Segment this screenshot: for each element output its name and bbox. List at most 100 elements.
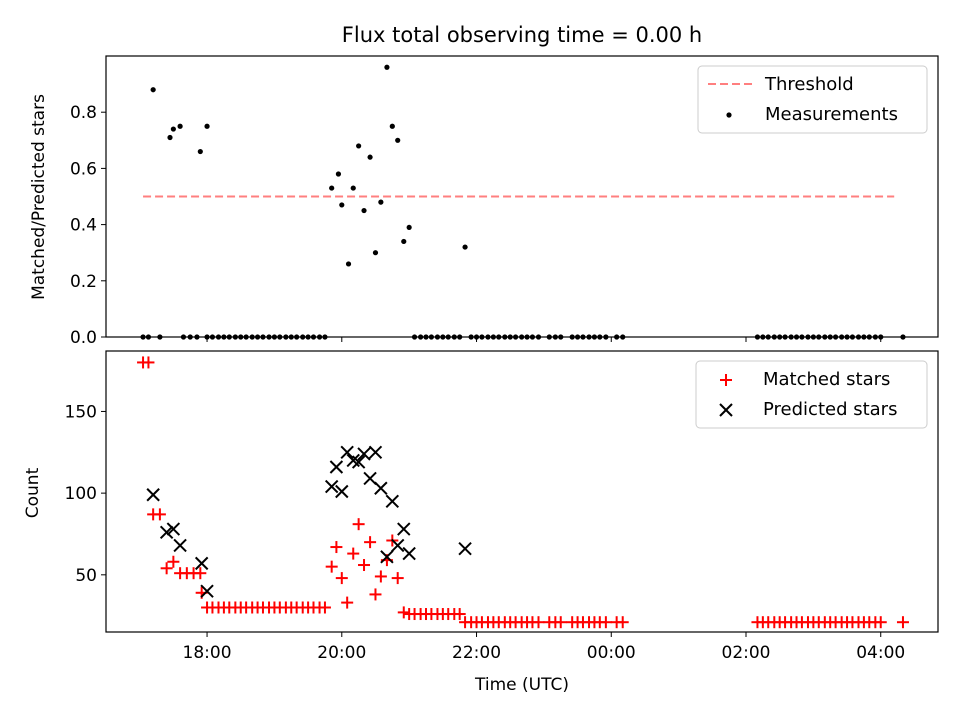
predicted-star-point (340, 445, 354, 459)
measurement-point (372, 250, 379, 256)
top-y-axis-label: Matched/Predicted stars (29, 94, 49, 300)
predicted-star-point (324, 479, 339, 494)
matched-star-point (453, 608, 466, 621)
predicted-star-point (329, 460, 344, 474)
measurement-point (401, 238, 407, 245)
measurement-point (361, 207, 367, 214)
matched-star-point (554, 616, 567, 629)
measurement-point (356, 143, 362, 149)
matched-star-point (896, 616, 909, 629)
matched-star-point (352, 518, 365, 531)
top-ticks-layer: 0.0 0.2 0.4 0.6 0.8 (70, 103, 882, 348)
chart-title: Flux total observing time = 0.00 h (342, 23, 702, 47)
legend-matched-swatch (720, 374, 732, 386)
predicted-star-point (397, 522, 411, 536)
x-tick-label: 22:00 (452, 643, 501, 663)
bottom-y-tick-label: 150 (65, 402, 97, 422)
measurement-point (395, 137, 401, 143)
top-y-tick-label: 0.8 (70, 103, 97, 123)
top-y-tick-label: 0.4 (70, 216, 97, 236)
matched-star-point (160, 562, 173, 575)
measurement-point (339, 202, 345, 208)
x-tick-label: 20:00 (317, 643, 366, 663)
matched-star-point (358, 559, 371, 572)
legend-measurements-label: Measurements (765, 104, 898, 125)
predicted-star-point (380, 550, 394, 564)
matched-star-point (369, 588, 382, 601)
predicted-star-point (159, 525, 174, 540)
predicted-star-point (357, 447, 371, 461)
matched-star-point (153, 508, 166, 521)
top-legend: Threshold Measurements (697, 65, 928, 134)
measurement-point (350, 185, 356, 191)
bottom-y-tick-label: 100 (65, 484, 97, 504)
predicted-star-point (146, 488, 160, 502)
predicted-star-point (458, 541, 472, 556)
measurement-point (170, 126, 176, 132)
predicted-star-point (402, 546, 416, 561)
predicted-star-point (194, 556, 209, 571)
predicted-star-point (385, 494, 400, 509)
matched-star-point (391, 572, 404, 585)
matched-star-point (318, 601, 331, 614)
predicted-star-point (390, 538, 405, 553)
bottom-y-tick-label: 50 (75, 566, 97, 586)
legend-threshold-label: Threshold (764, 74, 854, 95)
predicted-star-point (374, 481, 388, 495)
top-axes-frame (105, 55, 939, 338)
matched-star-point (616, 616, 629, 629)
measurement-point (329, 185, 335, 191)
measurement-point (335, 171, 342, 177)
measurement-point (177, 123, 183, 129)
measurement-point (167, 134, 173, 141)
matched-star-point (397, 606, 410, 619)
measurement-point (378, 199, 384, 205)
measurement-point (345, 261, 352, 267)
count-subplot: Count Time (UTC) 50 100 150 18:00 20:00 22:00… (23, 350, 939, 695)
predicted-star-point (173, 538, 187, 553)
matched-star-point (347, 547, 360, 560)
legend-measurements-swatch (726, 112, 732, 118)
predicted-star-point (351, 455, 366, 469)
legend-predicted-label: Predicted stars (763, 399, 897, 420)
x-tick-label: 04:00 (856, 643, 905, 663)
bottom-y-axis-label: Count (23, 467, 43, 518)
matched-star-point (532, 616, 545, 629)
bottom-ticks-layer: 50 100 150 18:00 20:00 22:00 00:00 02:00 04:00 (65, 402, 906, 663)
matched-star-point (335, 572, 348, 585)
matched-star-point (364, 536, 377, 549)
x-tick-label: 18:00 (183, 643, 232, 663)
bottom-legend-box (695, 360, 928, 429)
legend-matched-label: Matched stars (763, 369, 890, 390)
matched-star-point (194, 567, 207, 580)
measurement-point (462, 244, 468, 250)
bottom-legend: Matched stars Predicted stars (695, 360, 928, 429)
measurement-point (197, 148, 203, 155)
measurement-point (150, 87, 156, 93)
ratio-subplot: Flux total observing time = 0.00 h Match… (29, 23, 939, 348)
measurement-point (389, 123, 395, 129)
x-tick-label: 02:00 (722, 643, 771, 663)
measurement-point (406, 224, 412, 231)
top-legend-box (697, 65, 928, 134)
bottom-data-layer (137, 356, 909, 629)
matched-star-point (341, 596, 354, 609)
predicted-star-point (368, 445, 383, 459)
measurement-point (384, 64, 390, 70)
predicted-star-point (363, 471, 377, 486)
legend-predicted-swatch (719, 403, 733, 417)
predicted-star-point (200, 584, 214, 598)
matched-star-point (874, 616, 887, 629)
bottom-axes-frame (105, 350, 939, 633)
predicted-star-point (335, 484, 349, 499)
top-y-tick-label: 0.2 (70, 272, 97, 292)
matched-star-point (374, 570, 387, 583)
measurement-point (367, 154, 373, 160)
x-axis-label: Time (UTC) (474, 675, 569, 695)
matched-star-point (167, 555, 180, 568)
matched-star-point (142, 356, 155, 369)
matched-star-point (325, 560, 338, 573)
x-tick-label: 00:00 (587, 643, 636, 663)
top-y-tick-label: 0.0 (70, 328, 97, 348)
